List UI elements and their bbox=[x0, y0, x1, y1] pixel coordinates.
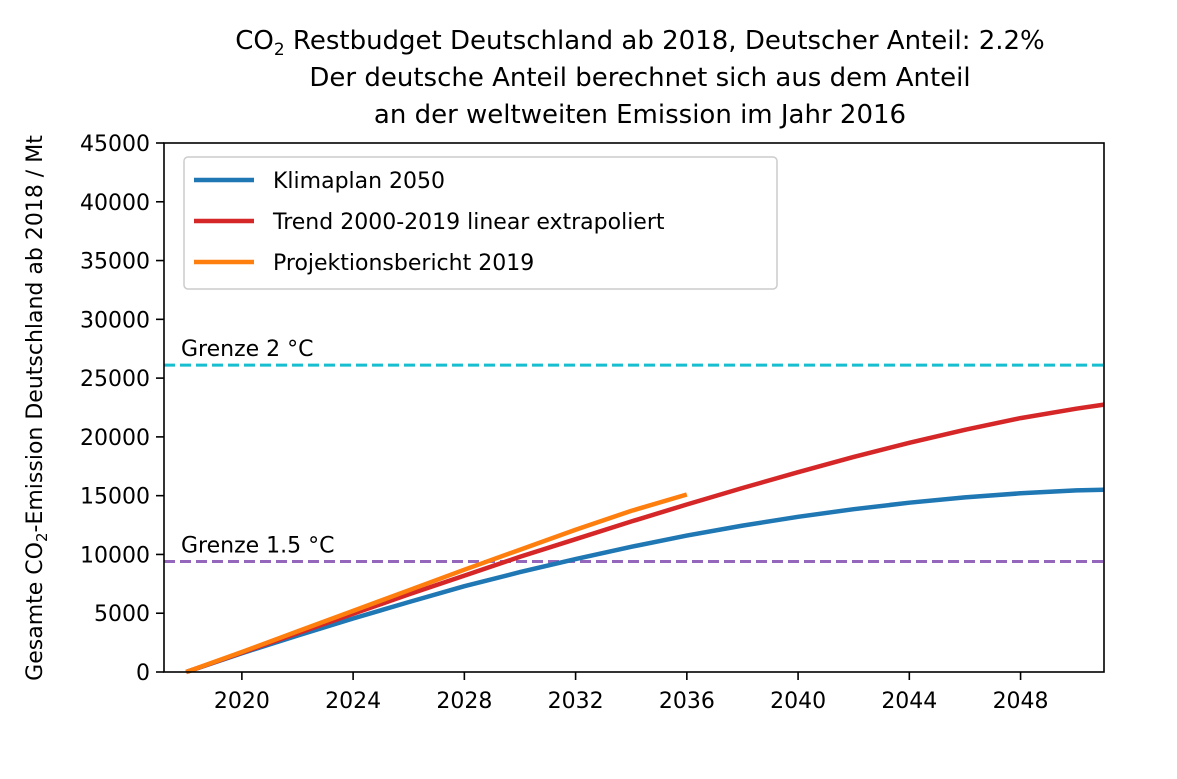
x-tick-label-3: 2032 bbox=[548, 689, 604, 714]
series-line-1 bbox=[185, 402, 1105, 675]
y-axis-label: Gesamte CO2-Emission Deutschland ab 2018… bbox=[23, 135, 51, 681]
axis-ticks: 2020 2024 2028 2032 2036 2040 2044 2048 0 5000 100… bbox=[80, 132, 1049, 714]
x-tick-label-6: 2044 bbox=[881, 689, 937, 714]
x-tick-label-2: 2028 bbox=[436, 689, 492, 714]
x-tick-label-1: 2024 bbox=[325, 689, 381, 714]
threshold-lines: Grenze 2 °C Grenze 1.5 °C bbox=[164, 337, 1104, 563]
x-tick-label-0: 2020 bbox=[214, 689, 270, 714]
legend-label-1: Trend 2000-2019 linear extrapoliert bbox=[272, 210, 665, 235]
chart-title-line3: an der weltweiten Emission im Jahr 2016 bbox=[374, 100, 906, 130]
threshold-label-0: Grenze 2 °C bbox=[181, 337, 314, 362]
chart-title-line2: Der deutsche Anteil berechnet sich aus d… bbox=[309, 63, 970, 93]
y-tick-label-9: 45000 bbox=[80, 132, 150, 157]
chart-title-line1: CO2 Restbudget Deutschland ab 2018, Deut… bbox=[235, 26, 1045, 60]
series-line-0 bbox=[185, 487, 1105, 675]
y-tick-label-4: 20000 bbox=[80, 426, 150, 451]
y-tick-label-8: 40000 bbox=[80, 191, 150, 216]
threshold-label-1: Grenze 1.5 °C bbox=[181, 533, 335, 558]
legend-box bbox=[183, 156, 778, 290]
x-tick-label-7: 2048 bbox=[993, 689, 1049, 714]
plot-frame bbox=[163, 142, 1105, 673]
series-line-2 bbox=[185, 492, 688, 675]
x-tick-label-5: 2040 bbox=[770, 689, 826, 714]
y-tick-label-6: 30000 bbox=[80, 308, 150, 333]
y-tick-label-5: 25000 bbox=[80, 367, 150, 392]
y-tick-label-1: 5000 bbox=[94, 602, 150, 627]
x-tick-label-4: 2036 bbox=[659, 689, 715, 714]
y-tick-label-7: 35000 bbox=[80, 250, 150, 275]
legend-label-0: Klimaplan 2050 bbox=[273, 169, 445, 194]
legend-label-2: Projektionsbericht 2019 bbox=[273, 251, 534, 276]
legend: Klimaplan 2050 Trend 2000-2019 linear ext… bbox=[183, 156, 778, 290]
y-tick-label-3: 15000 bbox=[80, 485, 150, 510]
series-lines bbox=[185, 402, 1105, 675]
y-tick-label-2: 10000 bbox=[80, 543, 150, 568]
y-tick-label-0: 0 bbox=[136, 661, 150, 686]
